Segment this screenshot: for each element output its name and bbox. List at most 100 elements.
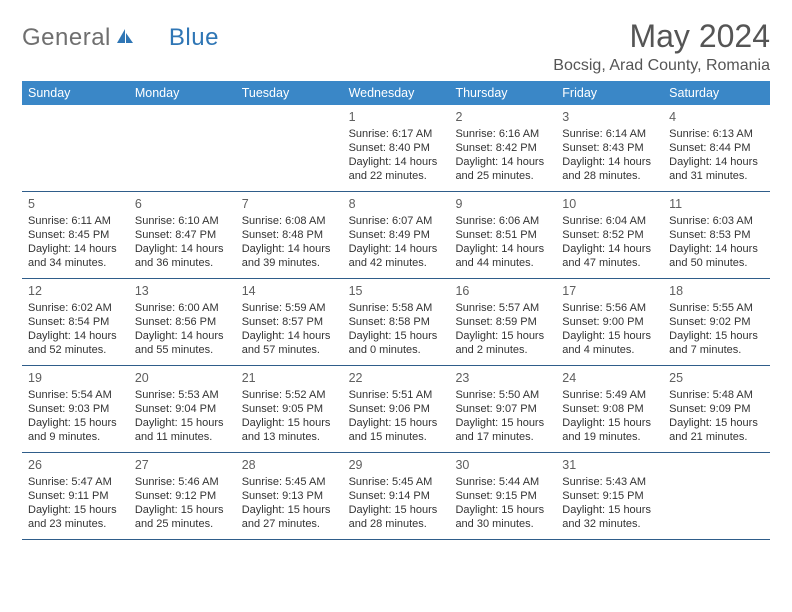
daylight-text: Daylight: 15 hours — [28, 416, 123, 430]
sunrise-text: Sunrise: 5:43 AM — [562, 475, 657, 489]
page-title: May 2024 — [553, 18, 770, 55]
calendar-cell: 22Sunrise: 5:51 AMSunset: 9:06 PMDayligh… — [343, 366, 450, 452]
day-number: 16 — [455, 283, 550, 299]
daylight-text: Daylight: 15 hours — [455, 416, 550, 430]
calendar-cell — [236, 105, 343, 191]
daylight-text: Daylight: 14 hours — [455, 242, 550, 256]
sunrise-text: Sunrise: 6:10 AM — [135, 214, 230, 228]
day-number: 19 — [28, 370, 123, 386]
calendar-row: 12Sunrise: 6:02 AMSunset: 8:54 PMDayligh… — [22, 279, 770, 366]
sunrise-text: Sunrise: 6:16 AM — [455, 127, 550, 141]
calendar-cell: 18Sunrise: 5:55 AMSunset: 9:02 PMDayligh… — [663, 279, 770, 365]
daylight-text: Daylight: 15 hours — [135, 503, 230, 517]
daylight-text: and 25 minutes. — [135, 517, 230, 531]
sunrise-text: Sunrise: 5:48 AM — [669, 388, 764, 402]
sunrise-text: Sunrise: 6:17 AM — [349, 127, 444, 141]
sunset-text: Sunset: 8:48 PM — [242, 228, 337, 242]
sunset-text: Sunset: 8:45 PM — [28, 228, 123, 242]
calendar-cell: 4Sunrise: 6:13 AMSunset: 8:44 PMDaylight… — [663, 105, 770, 191]
day-number: 6 — [135, 196, 230, 212]
daylight-text: Daylight: 14 hours — [562, 155, 657, 169]
sunset-text: Sunset: 8:42 PM — [455, 141, 550, 155]
calendar-cell: 29Sunrise: 5:45 AMSunset: 9:14 PMDayligh… — [343, 453, 450, 539]
day-number: 11 — [669, 196, 764, 212]
daylight-text: and 7 minutes. — [669, 343, 764, 357]
sunset-text: Sunset: 8:57 PM — [242, 315, 337, 329]
sunset-text: Sunset: 9:05 PM — [242, 402, 337, 416]
daylight-text: and 25 minutes. — [455, 169, 550, 183]
daylight-text: and 55 minutes. — [135, 343, 230, 357]
calendar-cell: 31Sunrise: 5:43 AMSunset: 9:15 PMDayligh… — [556, 453, 663, 539]
daylight-text: Daylight: 15 hours — [562, 329, 657, 343]
calendar-cell: 6Sunrise: 6:10 AMSunset: 8:47 PMDaylight… — [129, 192, 236, 278]
sunrise-text: Sunrise: 6:03 AM — [669, 214, 764, 228]
sunset-text: Sunset: 8:54 PM — [28, 315, 123, 329]
sunrise-text: Sunrise: 5:55 AM — [669, 301, 764, 315]
day-number: 15 — [349, 283, 444, 299]
calendar-cell: 21Sunrise: 5:52 AMSunset: 9:05 PMDayligh… — [236, 366, 343, 452]
calendar-cell: 12Sunrise: 6:02 AMSunset: 8:54 PMDayligh… — [22, 279, 129, 365]
sunrise-text: Sunrise: 5:45 AM — [242, 475, 337, 489]
day-number: 9 — [455, 196, 550, 212]
daylight-text: and 50 minutes. — [669, 256, 764, 270]
day-number: 10 — [562, 196, 657, 212]
daylight-text: and 15 minutes. — [349, 430, 444, 444]
calendar-row: 19Sunrise: 5:54 AMSunset: 9:03 PMDayligh… — [22, 366, 770, 453]
sunset-text: Sunset: 8:58 PM — [349, 315, 444, 329]
day-number: 20 — [135, 370, 230, 386]
calendar-cell: 17Sunrise: 5:56 AMSunset: 9:00 PMDayligh… — [556, 279, 663, 365]
calendar-cell: 27Sunrise: 5:46 AMSunset: 9:12 PMDayligh… — [129, 453, 236, 539]
sunrise-text: Sunrise: 5:51 AM — [349, 388, 444, 402]
sunset-text: Sunset: 9:00 PM — [562, 315, 657, 329]
daylight-text: Daylight: 15 hours — [242, 416, 337, 430]
day-number: 12 — [28, 283, 123, 299]
calendar-row: 26Sunrise: 5:47 AMSunset: 9:11 PMDayligh… — [22, 453, 770, 540]
weekday-friday: Friday — [556, 81, 663, 105]
sunrise-text: Sunrise: 6:11 AM — [28, 214, 123, 228]
calendar-cell — [663, 453, 770, 539]
daylight-text: Daylight: 15 hours — [562, 503, 657, 517]
sunrise-text: Sunrise: 5:49 AM — [562, 388, 657, 402]
day-number: 3 — [562, 109, 657, 125]
day-number: 1 — [349, 109, 444, 125]
daylight-text: Daylight: 14 hours — [669, 242, 764, 256]
daylight-text: and 2 minutes. — [455, 343, 550, 357]
calendar-cell: 26Sunrise: 5:47 AMSunset: 9:11 PMDayligh… — [22, 453, 129, 539]
sunrise-text: Sunrise: 5:59 AM — [242, 301, 337, 315]
sunset-text: Sunset: 8:52 PM — [562, 228, 657, 242]
sunrise-text: Sunrise: 6:14 AM — [562, 127, 657, 141]
daylight-text: and 47 minutes. — [562, 256, 657, 270]
sunset-text: Sunset: 8:56 PM — [135, 315, 230, 329]
daylight-text: and 52 minutes. — [28, 343, 123, 357]
daylight-text: and 17 minutes. — [455, 430, 550, 444]
sunset-text: Sunset: 9:08 PM — [562, 402, 657, 416]
calendar-cell: 16Sunrise: 5:57 AMSunset: 8:59 PMDayligh… — [449, 279, 556, 365]
sunset-text: Sunset: 8:53 PM — [669, 228, 764, 242]
daylight-text: and 28 minutes. — [349, 517, 444, 531]
daylight-text: Daylight: 14 hours — [28, 242, 123, 256]
sunset-text: Sunset: 8:44 PM — [669, 141, 764, 155]
daylight-text: Daylight: 15 hours — [669, 329, 764, 343]
sunrise-text: Sunrise: 5:47 AM — [28, 475, 123, 489]
calendar-cell: 1Sunrise: 6:17 AMSunset: 8:40 PMDaylight… — [343, 105, 450, 191]
sunset-text: Sunset: 9:04 PM — [135, 402, 230, 416]
daylight-text: and 0 minutes. — [349, 343, 444, 357]
daylight-text: Daylight: 15 hours — [349, 329, 444, 343]
day-number: 7 — [242, 196, 337, 212]
sail-icon — [115, 27, 135, 50]
logo-text-blue: Blue — [169, 24, 219, 52]
calendar-cell: 25Sunrise: 5:48 AMSunset: 9:09 PMDayligh… — [663, 366, 770, 452]
sunset-text: Sunset: 8:59 PM — [455, 315, 550, 329]
calendar-cell: 15Sunrise: 5:58 AMSunset: 8:58 PMDayligh… — [343, 279, 450, 365]
daylight-text: Daylight: 15 hours — [135, 416, 230, 430]
daylight-text: Daylight: 14 hours — [455, 155, 550, 169]
sunrise-text: Sunrise: 6:13 AM — [669, 127, 764, 141]
calendar-body: 1 Sunrise: 6:17 AMSunset: 8:40 PM Daylight… — [22, 105, 770, 540]
day-number: 8 — [349, 196, 444, 212]
daylight-text: Daylight: 14 hours — [28, 329, 123, 343]
day-number: 13 — [135, 283, 230, 299]
sunset-text: Sunset: 9:14 PM — [349, 489, 444, 503]
sunset-text: Sunset: 8:40 PM — [349, 141, 444, 155]
calendar-cell: 9Sunrise: 6:06 AMSunset: 8:51 PMDaylight… — [449, 192, 556, 278]
weekday-wednesday: Wednesday — [343, 81, 450, 105]
